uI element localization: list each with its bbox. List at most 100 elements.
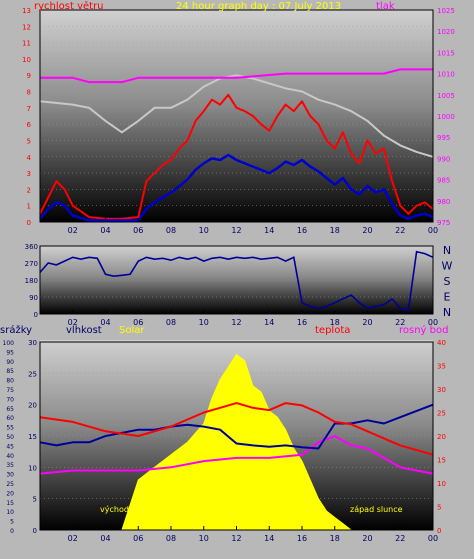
y-left-tick-label: 20 [28, 402, 37, 410]
wind-speed-label: rychlost větru [34, 0, 104, 12]
y-right-tick-label: 25 [437, 410, 446, 418]
wind-panel-frame [39, 9, 434, 223]
compass-label: W [442, 260, 453, 273]
y-right-tick-label: 985 [437, 177, 450, 185]
y-right-tick-label: 0 [437, 527, 441, 535]
x-tick-label: 06 [133, 226, 143, 235]
rain-tick-label: 15 [6, 500, 14, 507]
x-tick-label: 02 [68, 226, 78, 235]
y-left-tick-label: 10 [22, 56, 31, 64]
rain-tick-label: 55 [6, 425, 14, 432]
humidity-line [39, 403, 434, 450]
chart-title: 24 hour graph day : 07 July 2013 [176, 1, 341, 12]
x-tick-label: 12 [231, 318, 241, 327]
y-right-tick-label: 1020 [437, 28, 455, 36]
compass-label: N [443, 244, 451, 257]
dew-point-label: rosný bod [399, 324, 448, 336]
x-tick-label: 04 [100, 534, 110, 543]
y-right-tick-label: 10 [437, 480, 446, 488]
y-right-tick-label: 1000 [437, 113, 455, 121]
rain-tick-label: 100 [3, 340, 15, 347]
rain-tick-label: 40 [6, 453, 14, 460]
y-left-tick-label: 25 [28, 370, 37, 378]
dew-point-line [39, 435, 434, 475]
y-left-tick-label: 8 [27, 89, 31, 97]
wind-speed-line [39, 93, 434, 220]
compass-label: S [444, 275, 451, 288]
sunrise-label: východ s [100, 505, 136, 514]
x-tick-label: 16 [297, 534, 307, 543]
compass-label: E [444, 291, 451, 304]
x-tick-label: 20 [362, 226, 372, 235]
rain-tick-label: 35 [6, 462, 14, 469]
y-left-tick-label: 0 [33, 527, 37, 535]
y-left-tick-label: 10 [28, 464, 37, 472]
y-right-tick-label: 975 [437, 219, 450, 227]
x-tick-label: 14 [264, 226, 274, 235]
y-right-tick-label: 1005 [437, 92, 455, 100]
y-left-tick-label: 6 [27, 121, 32, 129]
x-tick-label: 06 [133, 318, 143, 327]
x-tick-label: 08 [166, 318, 176, 327]
wind-pressure-chart: 0123456789101112139759809859909951000100… [22, 7, 455, 235]
y-left-tick-label: 11 [22, 40, 31, 48]
y-right-tick-label: 990 [437, 155, 450, 163]
x-tick-label: 10 [199, 226, 209, 235]
x-tick-label: 04 [100, 226, 110, 235]
humidity-label: vlhkost [66, 325, 102, 336]
compass-label: N [443, 306, 451, 319]
rain-tick-label: 25 [6, 481, 14, 488]
y-left-tick-label: 4 [27, 154, 32, 162]
x-tick-label: 16 [297, 318, 307, 327]
y-tick-label: 90 [29, 294, 38, 302]
y-tick-label: 270 [25, 260, 38, 268]
y-right-tick-label: 35 [437, 363, 446, 371]
rain-tick-label: 20 [6, 490, 14, 497]
x-tick-label: 08 [166, 226, 176, 235]
y-left-tick-label: 30 [28, 339, 37, 347]
x-tick-label: 02 [68, 318, 78, 327]
sunset-label: západ slunce [350, 505, 403, 514]
x-tick-label: 08 [166, 534, 176, 543]
x-tick-label: 10 [199, 534, 209, 543]
x-tick-label: 12 [231, 534, 241, 543]
wind-direction-line [39, 250, 434, 312]
y-left-tick-label: 2 [27, 186, 31, 194]
y-right-tick-label: 995 [437, 134, 450, 142]
temperature-line [39, 402, 434, 456]
x-tick-label: 20 [362, 534, 372, 543]
temperature-label: teplota [315, 325, 350, 336]
solar-label: Solar [119, 325, 145, 336]
rain-tick-label: 60 [6, 415, 14, 422]
y-left-tick-label: 15 [28, 433, 37, 441]
x-tick-label: 14 [264, 318, 274, 327]
y-tick-label: 360 [25, 243, 38, 251]
y-right-tick-label: 20 [437, 433, 446, 441]
x-tick-label: 22 [395, 534, 405, 543]
temp-panel-frame [39, 341, 434, 531]
y-right-tick-label: 15 [437, 457, 446, 465]
x-tick-label: 10 [199, 318, 209, 327]
wind-average-line [39, 153, 434, 222]
x-tick-label: 12 [231, 226, 241, 235]
y-tick-label: 0 [34, 311, 38, 319]
y-left-tick-label: 5 [33, 496, 37, 504]
y-right-tick-label: 980 [437, 198, 450, 206]
rain-tick-label: 75 [6, 387, 14, 394]
rain-label: srážky [0, 324, 32, 336]
rain-tick-label: 0 [10, 528, 14, 535]
x-tick-label: 22 [395, 226, 405, 235]
y-left-tick-label: 5 [27, 137, 31, 145]
pressure-line [40, 68, 433, 84]
y-left-tick-label: 1 [27, 203, 31, 211]
rain-tick-label: 5 [10, 519, 14, 526]
y-right-tick-label: 1025 [437, 7, 455, 15]
y-left-tick-label: 0 [27, 219, 31, 227]
y-left-tick-label: 12 [22, 23, 31, 31]
pressure-label: tlak [376, 1, 395, 12]
rain-tick-label: 30 [6, 472, 14, 479]
x-tick-label: 18 [330, 226, 340, 235]
x-tick-label: 02 [68, 534, 78, 543]
